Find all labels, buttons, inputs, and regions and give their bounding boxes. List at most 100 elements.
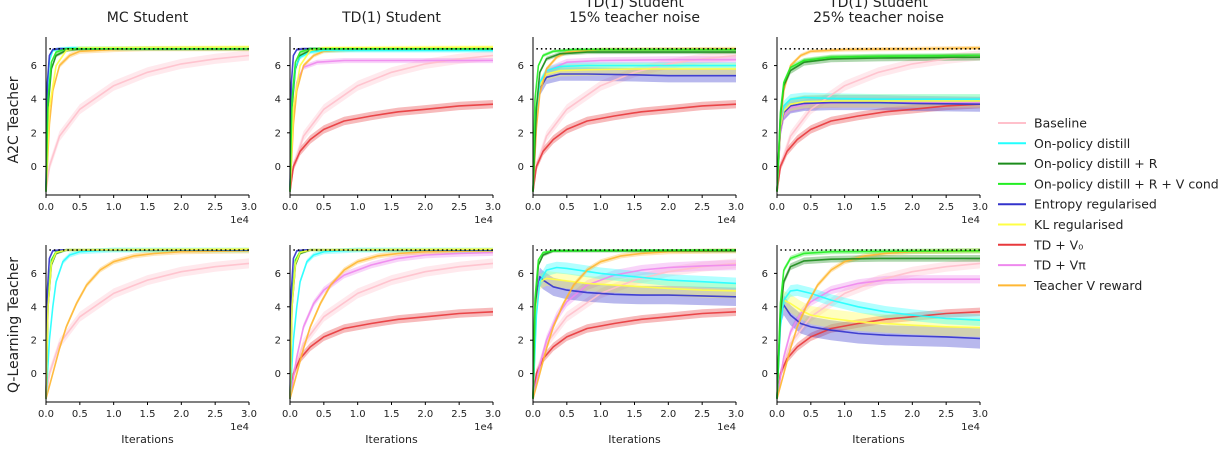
- y-tick-label: 2: [275, 128, 281, 139]
- band-onpolicy_r: [777, 53, 980, 195]
- y-tick-label: 0: [31, 369, 37, 380]
- y-tick-label: 2: [518, 128, 524, 139]
- x-tick-label: 2.5: [451, 202, 467, 213]
- x-tick-label: 2.0: [660, 409, 676, 420]
- y-tick-label: 4: [31, 95, 37, 106]
- row-label-q-learning-teacher: Q-Learning Teacher: [6, 257, 22, 393]
- x-tick-label: 1.5: [140, 202, 156, 213]
- x-tick-label: 1.5: [871, 409, 887, 420]
- x-tick-label: 0.0: [769, 202, 785, 213]
- line-baseline: [45, 262, 250, 399]
- y-tick-label: 4: [762, 302, 768, 313]
- panel-title: 25% teacher noise: [813, 10, 944, 26]
- x-scale-note: 1e4: [474, 422, 493, 433]
- line-kl: [289, 248, 494, 399]
- band-entropy: [777, 295, 980, 402]
- line-onpolicy_rv: [532, 249, 737, 399]
- series-group: [289, 247, 494, 402]
- x-tick-label: 1.0: [593, 202, 609, 213]
- x-tick-label: 1.5: [140, 409, 156, 420]
- series-group: [45, 45, 250, 196]
- y-tick-label: 6: [275, 61, 281, 72]
- line-entropy: [532, 275, 737, 399]
- x-scale-note: 1e4: [230, 215, 249, 226]
- y-tick-label: 0: [275, 162, 281, 173]
- legend-label: Teacher V reward: [1033, 278, 1142, 293]
- band-entropy: [533, 67, 736, 195]
- band-td_vpi: [533, 56, 736, 195]
- y-tick-label: 4: [762, 95, 768, 106]
- line-baseline: [45, 54, 250, 192]
- legend-item-onpolicy: On-policy distill: [998, 136, 1130, 151]
- x-tick-label: 0.0: [282, 202, 298, 213]
- y-tick-label: 0: [762, 162, 768, 173]
- x-scale-note: 1e4: [230, 422, 249, 433]
- band-td_vpi: [290, 58, 493, 195]
- subplot-1: MC Student 0.0 0.5 1.0 1.5 2.0 2.5 3.0 0 2 4 6 1e4: [31, 10, 257, 226]
- line-teacher_v: [289, 250, 494, 399]
- legend-label: On-policy distill: [1034, 136, 1130, 151]
- legend-item-kl: KL regularised: [998, 217, 1123, 232]
- legend-label: On-policy distill + R + V cond: [1034, 176, 1219, 191]
- y-tick-label: 6: [762, 61, 768, 72]
- x-tick-label: 0.5: [803, 409, 819, 420]
- x-tick-label: 2.0: [417, 409, 433, 420]
- legend-item-onpolicy_r: On-policy distill + R: [998, 156, 1158, 171]
- y-tick-label: 6: [518, 269, 524, 280]
- x-tick-label: 1.5: [627, 409, 643, 420]
- y-tick-label: 6: [31, 61, 37, 72]
- x-tick-label: 1.5: [384, 409, 400, 420]
- line-baseline: [532, 54, 737, 192]
- line-kl: [289, 46, 494, 192]
- series-group: [45, 247, 250, 402]
- x-tick-label: 3.0: [485, 202, 501, 213]
- x-axis-label: Iterations: [365, 433, 418, 446]
- y-tick-label: 2: [762, 336, 768, 347]
- x-tick-label: 0.0: [282, 409, 298, 420]
- line-onpolicy: [776, 289, 981, 399]
- band-kl: [533, 270, 736, 402]
- x-tick-label: 0.5: [72, 409, 88, 420]
- y-tick-label: 0: [518, 162, 524, 173]
- x-tick-label: 2.5: [938, 202, 954, 213]
- x-tick-label: 1.5: [384, 202, 400, 213]
- series-group: [776, 248, 981, 402]
- legend-label: KL regularised: [1034, 217, 1123, 232]
- series-group: [532, 46, 737, 196]
- line-baseline: [289, 262, 494, 399]
- series-group: [776, 45, 981, 196]
- band-td_v0: [290, 307, 493, 402]
- x-axis-label: Iterations: [121, 433, 174, 446]
- x-tick-label: 1.5: [871, 202, 887, 213]
- line-kl: [45, 248, 250, 399]
- x-tick-label: 2.0: [660, 202, 676, 213]
- x-tick-label: 3.0: [972, 409, 988, 420]
- line-onpolicy: [532, 266, 737, 399]
- band-td_v0: [533, 100, 736, 195]
- x-tick-label: 0.5: [316, 202, 332, 213]
- line-teacher_v: [45, 250, 250, 399]
- series-group: [532, 248, 737, 402]
- band-td_v0: [777, 100, 980, 195]
- x-tick-label: 1.0: [350, 409, 366, 420]
- y-tick-label: 4: [518, 95, 524, 106]
- series-group: [289, 45, 494, 196]
- x-tick-label: 1.0: [106, 409, 122, 420]
- x-tick-label: 0.5: [559, 409, 575, 420]
- line-td_vpi: [289, 251, 494, 399]
- band-td_vpi: [777, 97, 980, 195]
- legend-label: Baseline: [1034, 116, 1087, 131]
- y-tick-label: 6: [518, 61, 524, 72]
- x-tick-label: 2.5: [938, 409, 954, 420]
- x-tick-label: 1.0: [350, 202, 366, 213]
- line-onpolicy_rv: [45, 47, 249, 192]
- subplot-6: 0.0 0.5 1.0 1.5 2.0 2.5 3.0 0 2 4 6 1e4 Iterations: [275, 245, 501, 446]
- x-tick-label: 0.0: [38, 202, 54, 213]
- panel-title: 15% teacher noise: [569, 10, 700, 26]
- y-tick-label: 4: [31, 302, 37, 313]
- band-entropy: [533, 267, 736, 402]
- y-tick-label: 2: [275, 336, 281, 347]
- y-tick-label: 2: [31, 128, 37, 139]
- y-tick-label: 0: [762, 369, 768, 380]
